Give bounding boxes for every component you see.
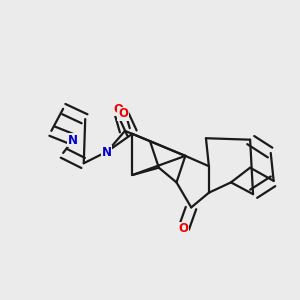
Text: O: O	[113, 103, 124, 116]
Text: N: N	[68, 134, 78, 147]
Text: N: N	[102, 146, 112, 159]
Text: O: O	[118, 107, 128, 120]
Text: O: O	[178, 222, 188, 236]
